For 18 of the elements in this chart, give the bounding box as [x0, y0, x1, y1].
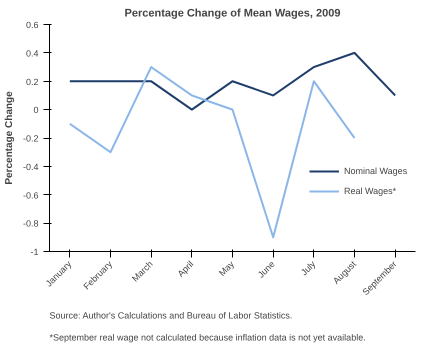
x-tick-label: May [216, 258, 236, 278]
y-axis-title: Percentage Change [4, 90, 15, 185]
line-series [68, 52, 396, 111]
y-tick-label: 0 [33, 105, 39, 116]
legend-label: Real Wages* [344, 186, 396, 196]
y-tick-label: -1 [30, 247, 39, 257]
y-tick-label: -0.6 [22, 190, 39, 200]
y-tick-label: -0.4 [22, 162, 39, 172]
x-tick-label: July [298, 258, 318, 278]
y-tick-label: -0.8 [22, 218, 39, 229]
source-note: Source: Author's Calculations and Bureau of Labor Statistics. [50, 310, 292, 320]
y-tick-label: 0.2 [26, 76, 39, 87]
y-tick-label: 0.4 [26, 48, 39, 58]
legend-label: Nominal Wages [344, 166, 408, 176]
chart-title: Percentage Change of Mean Wages, 2009 [124, 8, 340, 20]
y-tick-label: 0.6 [26, 20, 39, 30]
y-tick-label: -0.2 [22, 134, 39, 144]
text: *September real wage not calculated because inflation data is not yet available. [50, 332, 366, 342]
